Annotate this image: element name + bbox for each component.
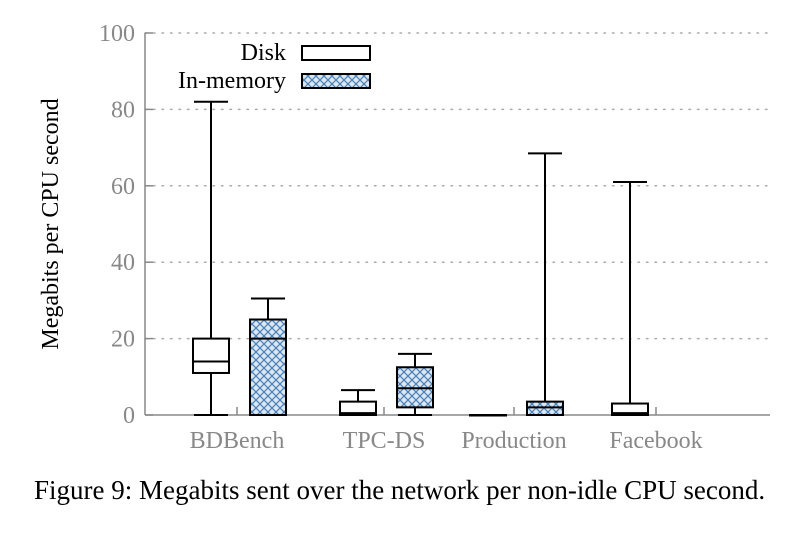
y-tick-label: 60	[111, 174, 135, 200]
box-body	[249, 318, 287, 416]
box-disk-tpc-ds	[339, 389, 377, 417]
legend-label: Disk	[241, 40, 286, 66]
y-tick-label: 40	[111, 250, 135, 276]
legend-label: In-memory	[178, 68, 286, 94]
box-in-memory-bdbench	[249, 297, 287, 416]
y-tick-label: 100	[99, 21, 135, 47]
box-body	[611, 402, 649, 417]
box-body	[192, 337, 230, 374]
y-axis-label: Megabits per CPU second	[38, 98, 64, 349]
box-in-memory-production	[526, 152, 564, 417]
boxes	[192, 100, 649, 417]
legend-swatch	[301, 45, 371, 61]
box-disk-facebook	[611, 180, 649, 417]
x-tick-label: Production	[461, 428, 566, 454]
legend-swatch	[301, 73, 371, 89]
box-disk-bdbench	[192, 100, 230, 416]
y-tick-label: 20	[111, 327, 135, 353]
axis-labels: 0 20 40 60 80 100 BDBench TPC-DS Production Faceb…	[99, 21, 703, 454]
x-tick-label: BDBench	[190, 428, 285, 454]
box-body	[339, 400, 377, 417]
y-tick-label: 0	[123, 403, 135, 429]
x-tick-label: TPC-DS	[343, 428, 426, 454]
box-disk-production	[469, 414, 507, 417]
figure-caption: Figure 9: Megabits sent over the network…	[34, 475, 766, 505]
x-tick-label: Facebook	[609, 428, 702, 454]
y-tick-label: 80	[111, 97, 135, 123]
box-in-memory-tpc-ds	[396, 352, 434, 416]
boxplot-chart: 0 20 40 60 80 100 BDBench TPC-DS Production Faceb…	[38, 21, 771, 454]
